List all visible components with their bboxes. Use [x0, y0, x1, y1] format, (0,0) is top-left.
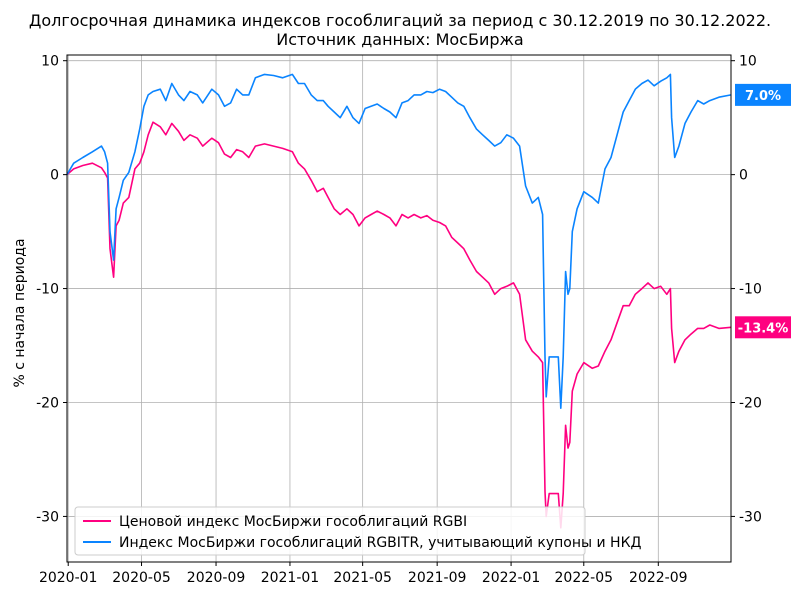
y-tick-label-left: -20	[36, 395, 59, 411]
y-tick-label-left: 10	[41, 54, 59, 70]
y-tick-label-right: -10	[739, 282, 762, 298]
legend-entry-0: Ценовой индекс МосБиржи гособлигаций RGB…	[119, 514, 467, 530]
y-tick-label-left: -10	[36, 282, 59, 298]
end-badge-0	[735, 316, 791, 339]
x-tick-label: 2022-01	[482, 570, 541, 586]
chart-subtitle: Источник данных: МосБиржа	[276, 30, 523, 49]
x-tick-label: 2020-05	[112, 570, 171, 586]
ticks: 2020-01 2020-05 2020-09 2021-01 2021-05 2021-…	[36, 54, 762, 586]
legend-box	[74, 506, 586, 556]
legend-entry-1: Индекс МосБиржи гособлигаций RGBITR, учи…	[119, 535, 642, 551]
x-tick-label: 2021-09	[408, 570, 467, 586]
end-badges: -13.4% 7.0%	[735, 83, 791, 339]
y-axis-label: % с начала периода	[12, 238, 28, 387]
y-tick-label-right: -30	[739, 509, 762, 525]
end-badge-label-0: -13.4%	[738, 321, 789, 336]
x-tick-label: 2021-01	[261, 570, 320, 586]
x-tick-label: 2021-05	[333, 570, 392, 586]
y-tick-label-left: -30	[36, 509, 59, 525]
plot-frame	[66, 54, 732, 563]
legend: Ценовой индекс МосБиржи гособлигаций RGB…	[74, 506, 642, 556]
end-badge-1	[735, 83, 791, 106]
series-lines	[66, 73, 732, 529]
series-line-0	[66, 121, 732, 529]
series-line-1	[66, 73, 732, 410]
x-tick-label: 2022-05	[555, 570, 614, 586]
x-tick-label: 2020-09	[187, 570, 246, 586]
y-tick-label-right: 0	[739, 168, 748, 184]
y-tick-label-right: -20	[739, 395, 762, 411]
chart-title: Долгосрочная динамика индексов гособлига…	[29, 11, 771, 30]
end-badge-label-1: 7.0%	[745, 89, 781, 104]
y-tick-label-right: 10	[739, 54, 757, 70]
y-tick-label-left: 0	[50, 168, 59, 184]
x-tick-label: 2022-09	[629, 570, 688, 586]
x-tick-label: 2020-01	[39, 570, 98, 586]
